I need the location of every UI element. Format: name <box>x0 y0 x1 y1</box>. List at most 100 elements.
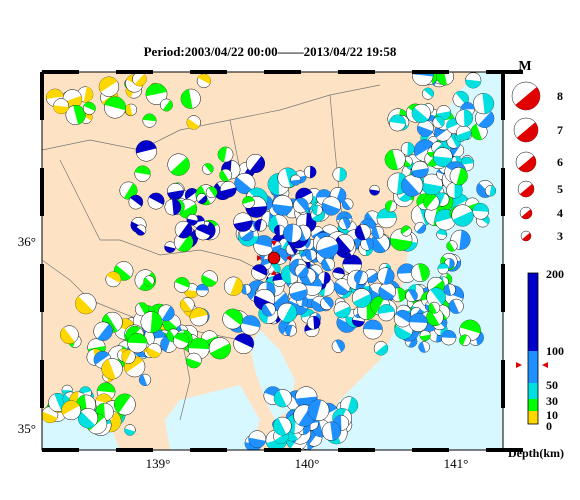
beachball-icon <box>61 400 82 421</box>
beachball-icon <box>174 220 193 239</box>
beachball-icon <box>202 163 214 175</box>
beachball-icon <box>145 83 168 105</box>
beachball-icon <box>520 230 532 242</box>
beachball-icon <box>432 116 445 129</box>
beachball-icon <box>411 160 429 179</box>
beachball-icon <box>53 98 70 115</box>
beachball-icon <box>354 224 372 241</box>
beachball-icon <box>511 81 541 111</box>
beachball-icon <box>408 313 428 332</box>
beachball-icon <box>437 262 449 275</box>
beachball-icon <box>242 196 255 209</box>
depth-label-100: 100 <box>546 344 564 358</box>
beachball-icon <box>412 72 434 87</box>
depth-label-10: 10 <box>546 408 558 422</box>
beachball-icon <box>277 302 298 323</box>
beachball-icon <box>446 181 463 199</box>
map-area <box>42 72 503 450</box>
depth-label-0: 0 <box>546 419 552 433</box>
beachball-icon <box>164 198 182 216</box>
beachball-icon <box>418 341 430 353</box>
depth-band-mid1 <box>528 399 538 411</box>
beachball-icon <box>261 302 276 317</box>
beachball-icon <box>384 148 406 170</box>
beachball-icon <box>362 319 383 340</box>
beachball-icon <box>233 212 253 232</box>
depth-band-mid3 <box>528 351 538 383</box>
sagami-bay <box>165 385 260 450</box>
beachball-icon <box>60 325 79 345</box>
beachball-icon <box>285 324 297 337</box>
beachball-icon <box>433 147 453 167</box>
mag-label-7: 7 <box>557 123 563 137</box>
beachball-icon <box>400 225 412 237</box>
main-event-marker <box>257 241 291 275</box>
beachball-icon <box>134 165 151 182</box>
mag-label-6: 6 <box>557 155 563 169</box>
beachball-icon <box>393 309 412 328</box>
beachball-icon <box>251 264 268 281</box>
beachball-icon <box>333 278 351 295</box>
beachball-icon <box>331 339 345 353</box>
beachball-icon <box>124 424 136 436</box>
beachball-icon <box>273 416 292 436</box>
beachball-icon <box>143 275 155 287</box>
beachball-icon <box>135 224 147 236</box>
beachball-icon <box>288 282 308 301</box>
beachball-icon <box>254 219 267 232</box>
beachball-icon <box>140 311 163 334</box>
beachball-icon <box>385 200 397 213</box>
beachball-icon <box>316 236 339 259</box>
beachball-icon <box>332 267 345 280</box>
beachball-icon <box>274 224 286 237</box>
depth-band-shallow <box>528 411 538 424</box>
beachball-icon <box>77 408 99 429</box>
beachball-icon <box>371 226 385 239</box>
beachball-icon <box>135 140 158 162</box>
beachball-icon <box>121 349 136 364</box>
beachball-icon <box>436 105 452 120</box>
mag-label-4: 4 <box>557 206 563 220</box>
beachball-icon <box>351 288 372 308</box>
beachball-icon <box>419 329 431 341</box>
beachball-icon <box>180 88 201 109</box>
beachball-icon <box>290 174 302 186</box>
beachball-icon <box>157 304 175 322</box>
x-tick-140: 140° <box>295 456 320 471</box>
beachball-icon <box>515 151 537 173</box>
beachball-icon <box>189 307 209 327</box>
beachball-icon <box>194 224 212 241</box>
beachball-icon <box>456 125 472 141</box>
beachball-icon <box>455 109 473 127</box>
depth-label-30: 30 <box>546 394 558 408</box>
beachball-icon <box>245 153 266 174</box>
beachball-icon <box>273 389 292 408</box>
beachball-icon <box>472 93 495 115</box>
beachball-icon <box>195 283 209 297</box>
beachball-icon <box>293 197 309 214</box>
beachball-icon <box>234 172 256 195</box>
map-title: Period:2003/04/22 00:00——2013/04/22 19:5… <box>143 44 397 59</box>
beachball-icon <box>208 337 231 360</box>
beachball-icon <box>105 271 122 288</box>
beachball-icon <box>321 196 341 216</box>
beachball-icon <box>426 287 446 308</box>
beachball-icon <box>222 308 243 330</box>
beachball-icon <box>465 72 482 89</box>
depth-label-50: 50 <box>546 378 558 392</box>
beachball-icon <box>421 173 443 196</box>
x-tick-139: 139° <box>146 456 171 471</box>
beachball-icon <box>320 296 334 311</box>
depth-label-200: 200 <box>546 267 564 281</box>
beachball-icon <box>233 333 254 354</box>
beachball-icon <box>98 76 120 97</box>
beachball-icon <box>443 283 456 296</box>
x-tick-141: 141° <box>444 456 469 471</box>
beachball-icon <box>426 308 444 327</box>
beachball-icon <box>134 302 149 317</box>
beachball-icon <box>240 315 261 336</box>
beachball-icon <box>370 233 390 254</box>
beachball-icon <box>446 240 458 252</box>
beachball-icon <box>240 283 252 295</box>
